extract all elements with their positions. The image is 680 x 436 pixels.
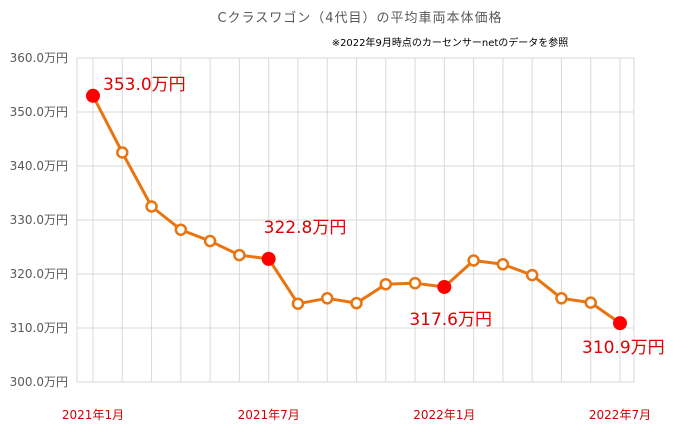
data-point (408, 276, 422, 290)
x-tick-label: 2021年1月 (62, 408, 124, 422)
x-tick-label: 2022年1月 (413, 408, 475, 422)
data-point (174, 223, 188, 236)
chart-subtitle: ※2022年9月時点のカーセンサーnetのデータを参照 (332, 36, 569, 49)
highlight-point (437, 279, 452, 294)
highlight-point (261, 251, 276, 266)
data-point (203, 234, 217, 248)
y-tick-label: 310.0万円 (10, 321, 68, 335)
data-point (467, 254, 480, 267)
data-label: 353.0万円 (103, 75, 186, 95)
data-label: 317.6万円 (409, 310, 492, 330)
series-markers (86, 88, 627, 331)
data-point (496, 258, 510, 271)
y-tick-label: 340.0万円 (10, 159, 68, 173)
data-point (116, 146, 129, 159)
data-label: 322.8万円 (264, 218, 347, 238)
grid (77, 57, 634, 383)
x-axis-ticks: 2021年1月 2021年7月 2022年1月 2022年7月 (62, 408, 651, 422)
data-label: 310.9万円 (582, 338, 665, 358)
data-point (145, 200, 158, 213)
data-point (379, 278, 393, 291)
data-point (555, 292, 568, 305)
y-axis-ticks: 300.0万円 310.0万円 320.0万円 330.0万円 340.0万円 350.0… (10, 51, 68, 389)
y-tick-label: 350.0万円 (10, 105, 68, 119)
data-point (350, 296, 363, 310)
x-tick-label: 2022年7月 (589, 408, 651, 422)
data-point (233, 248, 246, 262)
y-tick-label: 330.0万円 (10, 213, 68, 227)
y-tick-label: 320.0万円 (10, 267, 68, 281)
highlight-point (613, 316, 627, 331)
data-point (584, 296, 597, 309)
data-labels: 353.0万円 322.8万円 317.6万円 310.9万円 (103, 75, 665, 358)
y-tick-label: 300.0万円 (10, 375, 68, 389)
data-point (525, 268, 539, 282)
chart-title: Cクラスワゴン（4代目）の平均車両本体価格 (217, 10, 502, 26)
x-tick-label: 2021年7月 (238, 408, 300, 422)
data-point (291, 297, 305, 310)
y-tick-label: 360.0万円 (10, 51, 68, 65)
data-point (320, 292, 334, 305)
highlight-point (86, 88, 100, 103)
